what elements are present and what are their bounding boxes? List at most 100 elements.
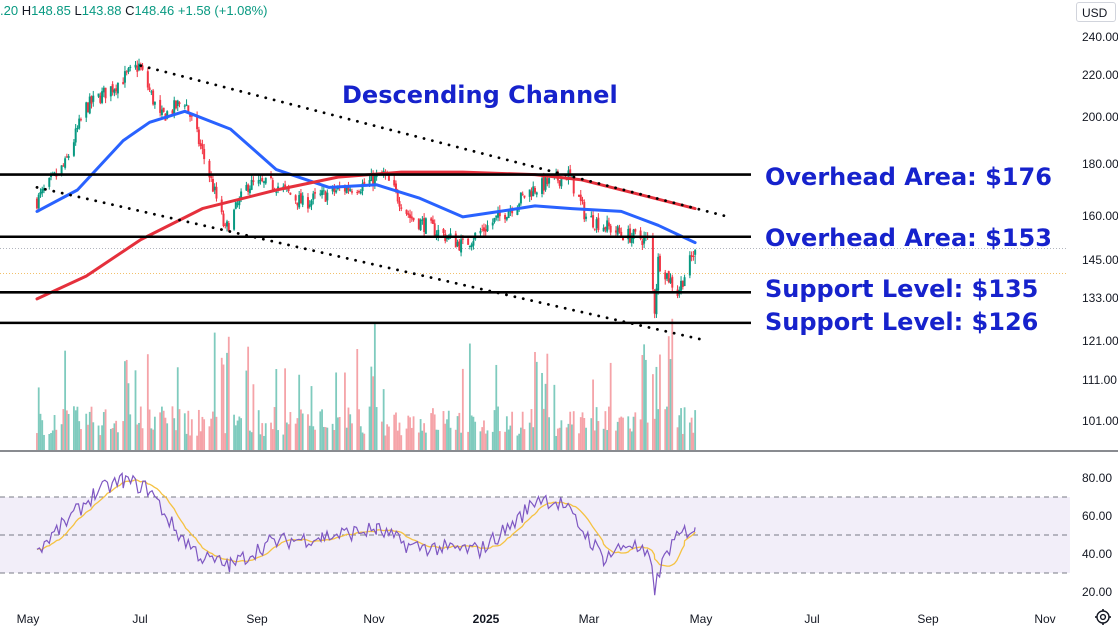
candle (101, 87, 104, 105)
volume-bar (358, 409, 360, 450)
volume-bar (388, 426, 390, 450)
candle (247, 183, 250, 196)
volume-bar (532, 427, 535, 450)
volume-bar (483, 420, 485, 450)
date-tick-label: May (17, 612, 40, 626)
currency-button[interactable]: USD (1076, 2, 1116, 22)
volume-bar (375, 407, 378, 450)
volume-bar (609, 362, 612, 450)
candle (224, 222, 227, 229)
candle (296, 202, 299, 210)
candle (688, 251, 691, 279)
volume-bar (141, 428, 144, 450)
volume-bar (572, 411, 575, 450)
candle (102, 85, 105, 98)
volume-bar (60, 424, 63, 450)
candle (48, 177, 51, 190)
volume-bar (88, 411, 91, 450)
candle (347, 181, 350, 194)
rsi-layer (0, 471, 1070, 596)
candle (99, 92, 102, 105)
candle (88, 93, 91, 115)
currency-label: USD (1082, 6, 1108, 20)
candle (350, 188, 353, 195)
rsi-line (36, 471, 696, 596)
volume-bar (296, 418, 299, 450)
volume-bar (671, 318, 674, 450)
candle (275, 191, 278, 196)
candle (356, 189, 359, 196)
volume-bar (632, 416, 635, 450)
candle (185, 99, 188, 107)
volume-bar (138, 422, 140, 450)
candle (690, 251, 693, 262)
volume-bar (555, 435, 558, 450)
volume-bar (335, 372, 338, 450)
candle (681, 280, 684, 290)
candle (326, 189, 329, 205)
volume-bar (249, 430, 251, 450)
candle (146, 67, 149, 91)
candle (359, 189, 362, 195)
candle (671, 274, 674, 293)
volume-bar (373, 323, 376, 450)
volume-bar (294, 423, 297, 450)
volume-bar (252, 384, 255, 450)
axes-layer: 240.00 220.00 200.00 180.00 160.00 145.00 133.… (17, 30, 1118, 626)
candle (298, 190, 301, 210)
candle (424, 217, 427, 235)
candle (532, 181, 535, 197)
candle (421, 216, 424, 225)
candle (210, 171, 213, 183)
candle (417, 218, 420, 231)
rsi-tick-label: 80.00 (1082, 471, 1112, 485)
volume-bar (579, 417, 582, 450)
candle (41, 186, 44, 197)
volume-bar (590, 418, 593, 450)
volume-bar (183, 413, 186, 450)
volume-bar (310, 386, 313, 450)
volume-bar (74, 410, 77, 450)
volume-bar (336, 417, 339, 450)
volume-bar (51, 430, 54, 450)
volume-bar (99, 435, 102, 450)
date-tick-label: Nov (363, 612, 384, 626)
candle (629, 223, 632, 244)
candle (203, 143, 206, 165)
candle (226, 219, 229, 232)
volume-bar (409, 417, 411, 450)
volume-bar (199, 431, 202, 450)
volume-bar (62, 409, 65, 450)
candle (250, 175, 253, 191)
candle (667, 270, 670, 284)
candle (694, 248, 697, 265)
volume-bar (351, 423, 353, 450)
volume-bar (43, 434, 45, 450)
volume-bar (505, 416, 508, 450)
candle (310, 199, 313, 211)
volume-bar (585, 427, 587, 450)
volume-bar (55, 429, 58, 450)
settings-gear-icon[interactable] (1094, 608, 1112, 626)
volume-bar (127, 383, 130, 450)
volume-bar (468, 343, 471, 450)
candle (627, 225, 630, 244)
volume-bar (581, 412, 584, 450)
candle (162, 107, 165, 113)
volume-bar (159, 412, 162, 450)
volume-bar (472, 416, 475, 450)
candle (437, 224, 440, 242)
candle (335, 187, 338, 194)
volume-bar (593, 430, 596, 450)
volume-bar (372, 376, 374, 450)
candle (630, 232, 633, 247)
open-value: .20 (0, 3, 19, 18)
candle (604, 226, 607, 233)
candle (208, 159, 211, 183)
volume-bar (312, 426, 315, 450)
volume-bar (630, 431, 633, 450)
candle (92, 90, 95, 107)
volume-bar (226, 352, 228, 450)
volume-bar (560, 420, 563, 450)
